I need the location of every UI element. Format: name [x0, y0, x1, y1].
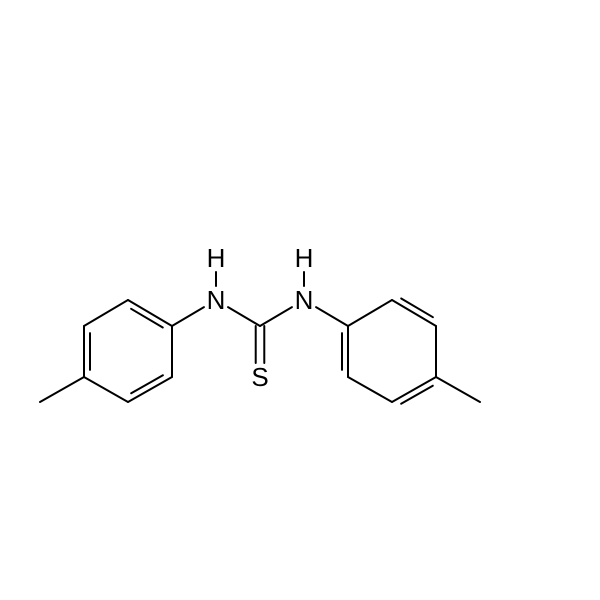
molecule-diagram: NSNHH — [0, 0, 600, 600]
atom-label: N — [295, 285, 314, 315]
atom-label: H — [295, 243, 314, 273]
atom-label: H — [207, 243, 226, 273]
atom-label: S — [251, 362, 268, 392]
atom-label: N — [207, 285, 226, 315]
